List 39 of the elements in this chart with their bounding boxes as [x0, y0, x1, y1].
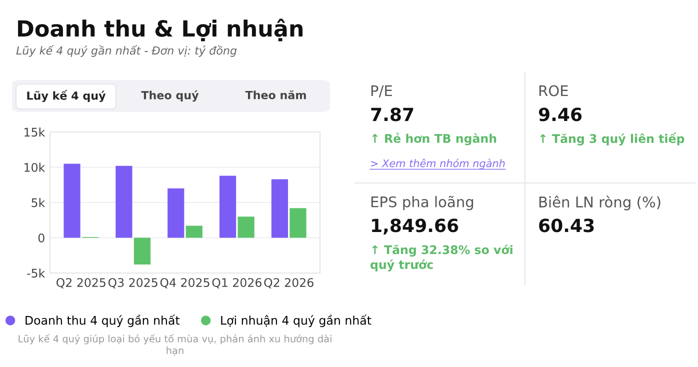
legend-label: Lợi nhuận 4 quý gần nhất	[221, 314, 372, 328]
text: 60.43	[539, 218, 594, 232]
bar	[186, 226, 202, 238]
y-tick-label: 15k	[24, 128, 46, 137]
text: ROE	[539, 85, 568, 96]
x-tick-label: Q3 2025	[108, 278, 158, 288]
text: > Xem thêm nhóm ngành	[371, 158, 505, 170]
y-tick-label: 0	[38, 233, 44, 242]
bar	[238, 216, 254, 238]
text: Biên LN ròng (%)	[539, 196, 660, 210]
text: EPS pha loãng	[371, 196, 474, 210]
x-tick-label: Q2 2025	[56, 278, 106, 288]
bar	[271, 179, 288, 238]
text: Lũy kế 4 quý giúp loại bỏ yếu tố mùa vụ, phản ánh xu hướng dài hạn	[18, 334, 332, 356]
text: 7.87	[371, 108, 414, 122]
text: P/E	[371, 85, 392, 98]
chart-title: Doanh thu & Lợi nhuận	[18, 18, 303, 42]
y-tick-label: 5k	[32, 198, 46, 208]
x-tick-label: Q1 2026	[212, 278, 262, 288]
chart-subtitle: Lũy kế 4 quý gần nhất - Đơn vị: tỷ đồng	[16, 45, 237, 57]
bar	[116, 166, 132, 238]
text: Lũy kế 4 quý	[27, 90, 106, 102]
text: Theo quý	[141, 90, 199, 102]
y-tick-label: -5k	[27, 268, 46, 278]
bar	[168, 188, 184, 238]
text: ↑ Tăng 32.38% so với quý trước	[370, 244, 512, 272]
text: ↑ Rẻ hơn TB ngành	[372, 132, 496, 146]
bar	[134, 238, 151, 265]
y-tick-label: 10k	[24, 162, 46, 172]
bar	[290, 208, 306, 238]
x-tick-label: Q2 2026	[264, 278, 314, 288]
text: 1,849.66	[372, 218, 458, 235]
bar	[219, 176, 236, 238]
text: 9.46	[538, 108, 582, 122]
text: ↑ Tăng 3 quý liên tiếp	[540, 132, 684, 146]
bar	[64, 164, 80, 238]
text: Theo năm	[245, 90, 306, 100]
x-tick-label: Q4 2025	[160, 278, 210, 288]
legend-label: Doanh thu 4 quý gần nhất	[26, 314, 180, 328]
